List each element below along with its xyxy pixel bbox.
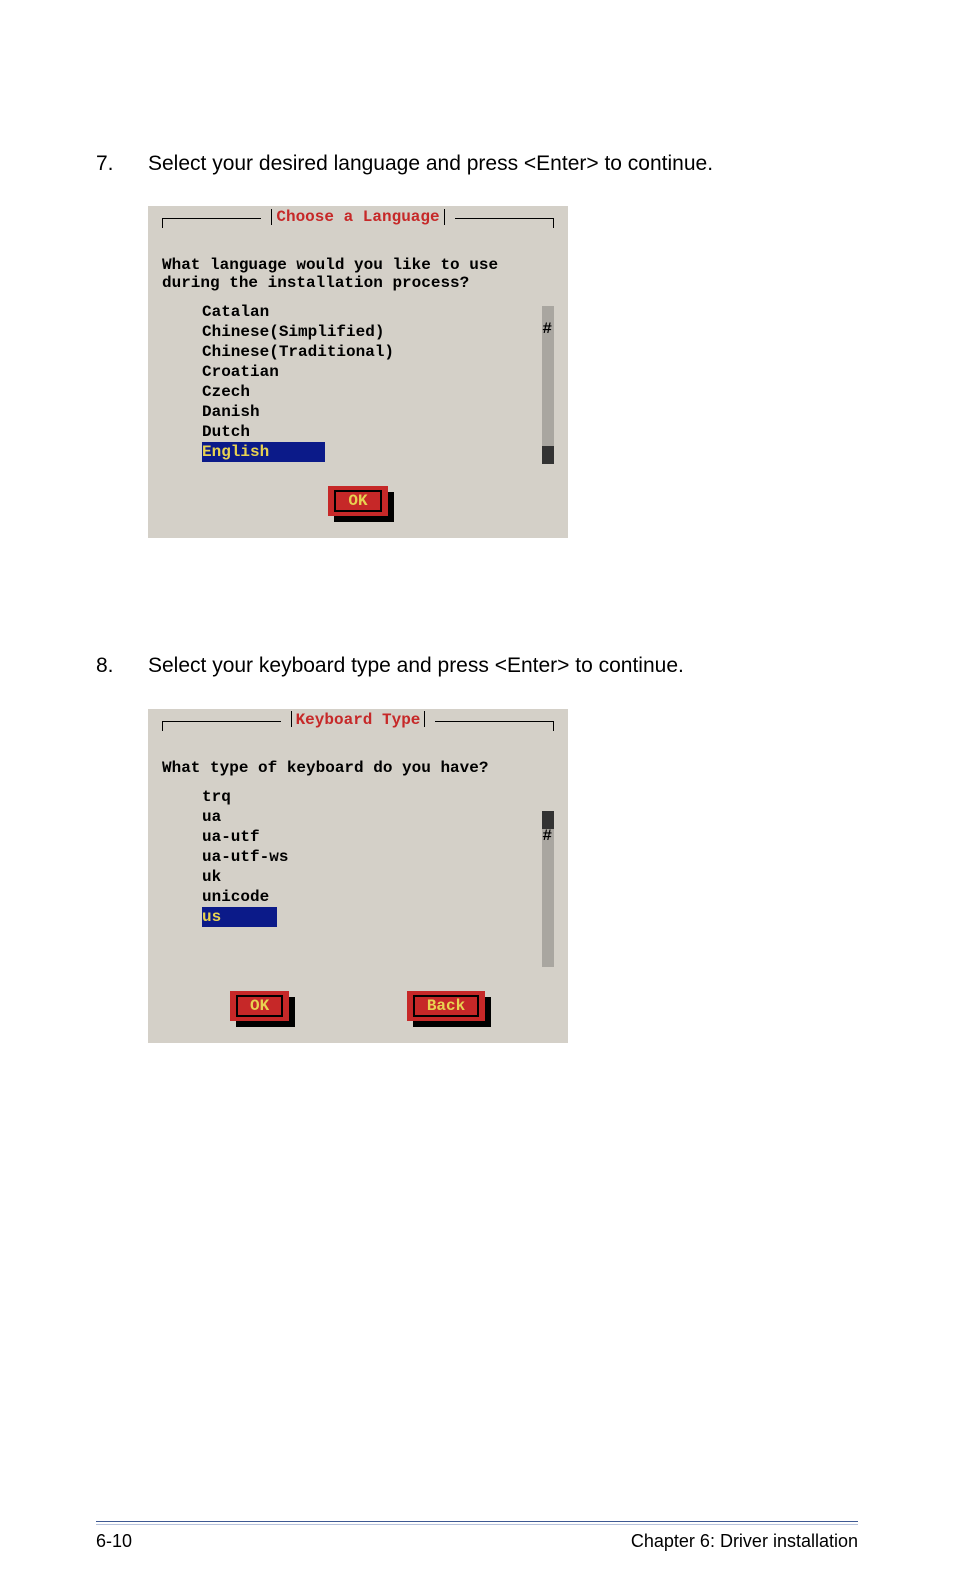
list-item[interactable]: ua-utf <box>202 827 528 847</box>
step-text: Select your keyboard type and press <Ent… <box>148 652 684 680</box>
ok-button[interactable]: OK <box>230 991 289 1021</box>
list-item[interactable]: uk <box>202 867 528 887</box>
back-button-label: Back <box>413 995 479 1017</box>
list-item-selected[interactable]: English <box>202 442 528 462</box>
list-item[interactable]: Croatian <box>202 362 528 382</box>
keyboard-list[interactable]: trq ua ua-utf ua-utf-ws uk unicode us # <box>162 787 554 969</box>
list-item[interactable]: Chinese(Traditional) <box>202 342 528 362</box>
step-number: 7. <box>96 150 148 178</box>
list-item[interactable]: ua-utf-ws <box>202 847 528 867</box>
list-item[interactable]: unicode <box>202 887 528 907</box>
step-text: Select your desired language and press <… <box>148 150 713 178</box>
dialog-title: Choose a Language <box>261 208 454 226</box>
list-item[interactable]: Chinese(Simplified) <box>202 322 528 342</box>
list-item[interactable]: ua <box>202 807 528 827</box>
language-list[interactable]: Catalan Chinese(Simplified) Chinese(Trad… <box>162 302 554 464</box>
list-item[interactable]: Catalan <box>202 302 528 322</box>
language-dialog: Choose a Language What language would yo… <box>148 206 568 538</box>
prompt-line: What language would you like to use <box>162 256 554 274</box>
ok-button-label: OK <box>236 995 283 1017</box>
list-item[interactable]: Danish <box>202 402 528 422</box>
keyboard-dialog: Keyboard Type What type of keyboard do y… <box>148 709 568 1043</box>
list-item-selected[interactable]: us <box>202 907 528 927</box>
ok-button[interactable]: OK <box>328 486 387 516</box>
step-number: 8. <box>96 652 148 680</box>
dialog-title: Keyboard Type <box>281 711 436 729</box>
list-item[interactable]: Czech <box>202 382 528 402</box>
prompt-line: What type of keyboard do you have? <box>162 759 554 777</box>
scroll-marker: # <box>542 827 552 845</box>
list-item[interactable]: trq <box>202 787 528 807</box>
footer-rule <box>96 1521 858 1522</box>
dialog-prompt: What language would you like to use duri… <box>162 256 554 292</box>
chapter-caption: Chapter 6: Driver installation <box>631 1531 858 1552</box>
scrollbar-thumb[interactable] <box>542 446 554 464</box>
scroll-marker: # <box>542 320 552 338</box>
dialog-prompt: What type of keyboard do you have? <box>162 759 554 777</box>
page-number: 6-10 <box>96 1531 132 1552</box>
ok-button-label: OK <box>334 490 381 512</box>
list-item[interactable]: Dutch <box>202 422 528 442</box>
prompt-line: during the installation process? <box>162 274 554 292</box>
back-button[interactable]: Back <box>407 991 485 1021</box>
